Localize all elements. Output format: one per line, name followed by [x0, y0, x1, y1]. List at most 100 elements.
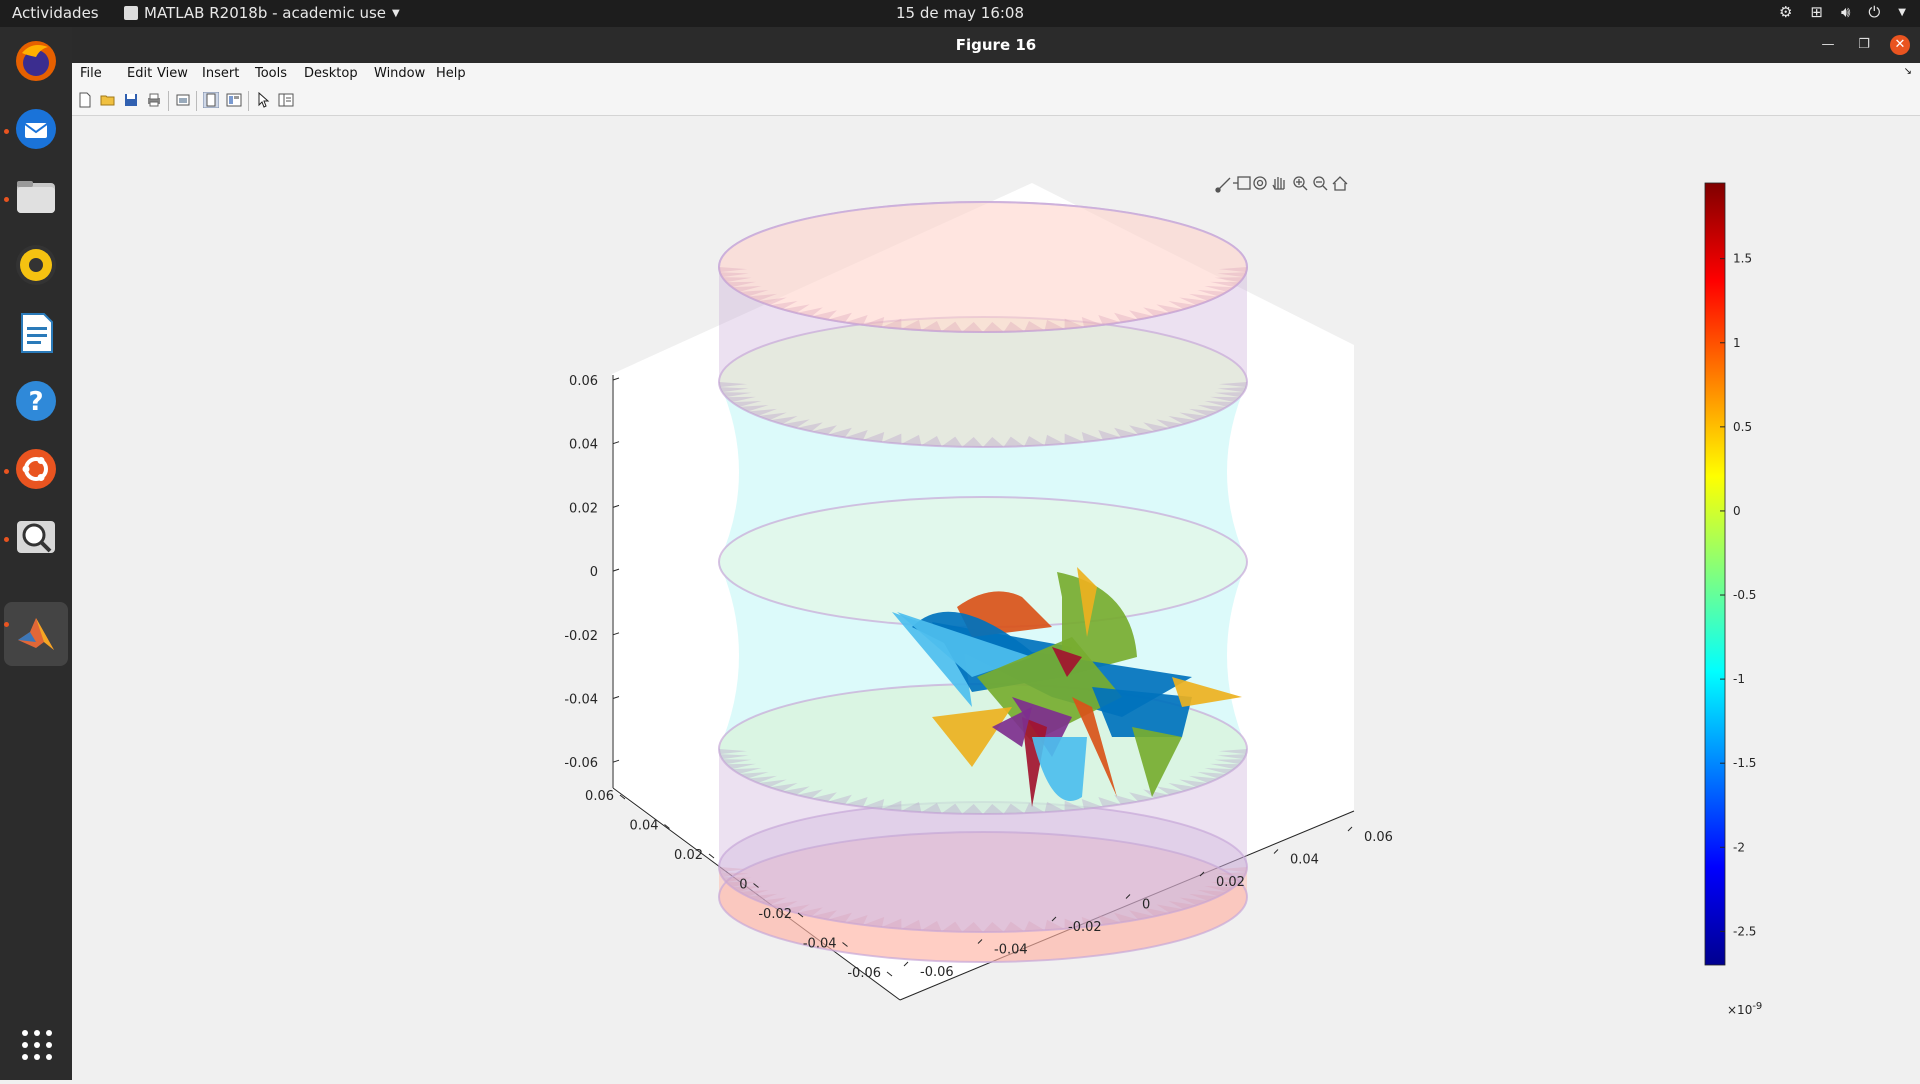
running-indicator — [4, 622, 9, 627]
z-tick-label: -0.02 — [564, 629, 598, 644]
files-icon[interactable] — [12, 173, 60, 221]
zoom-in-icon[interactable] — [1293, 176, 1308, 191]
colorbar-tick-label: 1.5 — [1733, 252, 1752, 266]
power-icon[interactable]: ⏻ — [1868, 3, 1881, 21]
axes-toolbar — [1215, 176, 1348, 193]
x-tick-mark — [842, 942, 848, 947]
firefox-icon[interactable] — [12, 37, 60, 85]
rhythmbox-icon[interactable] — [12, 241, 60, 289]
blade-patch — [992, 707, 1032, 747]
window-title: Figure 16 — [955, 36, 1037, 54]
app-menu[interactable]: MATLAB R2018b - academic use ▼ — [124, 4, 400, 22]
y-tick-label: 0.06 — [1364, 830, 1393, 845]
activities-button[interactable]: Actividades — [12, 4, 99, 22]
colorbar-tick-label: 0 — [1733, 504, 1741, 518]
edit-plot-icon[interactable] — [255, 92, 271, 108]
y-tick-mark — [1051, 916, 1057, 922]
y-tick-mark — [1125, 894, 1131, 899]
figure-canvas[interactable]: 0.06 0.04 0.02 0 -0.02 -0.04 -0.06 0.06 0.04 0.0… — [72, 117, 1920, 1080]
zoom-out-icon[interactable] — [1313, 176, 1328, 191]
print-icon[interactable] — [146, 92, 162, 108]
lower-rim-ring — [718, 801, 1248, 933]
colorbar-tick-label: -0.5 — [1733, 588, 1756, 602]
z-tick-label: -0.06 — [564, 756, 598, 771]
pan-icon[interactable] — [1272, 177, 1285, 190]
x-tick-label: 0.04 — [630, 819, 659, 834]
undock-icon[interactable]: ↘ — [1903, 66, 1912, 77]
help-icon[interactable]: ? — [12, 377, 60, 425]
z-tick-label: 0 — [590, 565, 598, 580]
bottom-outer-ring — [718, 831, 1248, 963]
x-tick-mark — [753, 883, 759, 888]
toolbar-separator — [248, 91, 249, 111]
menu-desktop[interactable]: Desktop — [304, 66, 358, 81]
show-applications-icon[interactable] — [22, 1030, 52, 1060]
z-axis-ticks: 0.06 0.04 0.02 0 -0.02 -0.04 -0.06 — [564, 374, 620, 771]
blade-patch — [1072, 697, 1117, 797]
menu-help[interactable]: Help — [436, 66, 466, 81]
menu-view[interactable]: View — [157, 66, 188, 81]
rotate-3d-icon[interactable] — [1253, 176, 1267, 190]
running-indicator — [4, 129, 9, 134]
running-indicator — [4, 469, 9, 474]
menu-file[interactable]: File — [80, 66, 102, 81]
x-tick-mark — [797, 912, 804, 918]
save-icon[interactable] — [123, 92, 139, 108]
volume-icon[interactable]: 🔊︎ — [1840, 3, 1851, 21]
blade-patch — [1172, 677, 1242, 707]
property-inspector-icon[interactable] — [278, 92, 294, 108]
x-tick-mark — [886, 971, 893, 977]
open-file-icon[interactable] — [100, 92, 116, 108]
close-button[interactable]: ✕ — [1890, 35, 1910, 55]
colorbar-tick-label: 1 — [1733, 336, 1741, 350]
z-tick-mark — [612, 696, 620, 699]
network-icon[interactable]: ⊞ — [1810, 3, 1823, 21]
ubuntu-software-icon[interactable] — [12, 445, 60, 493]
menu-tools[interactable]: Tools — [255, 66, 288, 81]
running-indicator — [4, 537, 9, 542]
surface-layers — [718, 201, 1248, 963]
colorbar-ticks: 1.5 1 0.5 0 -0.5 -1 -1.5 -2 -2.5 — [1720, 252, 1756, 938]
upper-inner-wall — [719, 382, 1247, 627]
menu-insert[interactable]: Insert — [202, 66, 240, 81]
blade-patch — [977, 637, 1122, 742]
link-plot-icon[interactable] — [175, 92, 191, 108]
menu-edit[interactable]: Edit — [127, 66, 153, 81]
show-plot-tools-icon[interactable] — [226, 92, 242, 108]
accessibility-icon[interactable]: ⚙ — [1778, 3, 1793, 21]
top-bar: Actividades MATLAB R2018b - academic use… — [0, 0, 1920, 27]
menu-window[interactable]: Window — [374, 66, 426, 81]
hide-plot-tools-icon[interactable] — [203, 92, 219, 108]
surface-plot[interactable]: 0.06 0.04 0.02 0 -0.02 -0.04 -0.06 0.06 0.04 0.0… — [72, 117, 1920, 1080]
x-tick-label: 0.06 — [585, 789, 614, 804]
x-axis-ticks: 0.06 0.04 0.02 0 -0.02 -0.04 -0.06 — [585, 789, 893, 981]
y-tick-label: -0.04 — [994, 943, 1028, 958]
clock: 15 de may 16:08 — [0, 4, 1920, 22]
system-tray[interactable]: ⚙ ⊞ 🔊︎ ⏻ ▼ — [1779, 3, 1906, 21]
restore-view-icon[interactable] — [1332, 176, 1348, 191]
z-tick-label: 0.04 — [569, 438, 598, 453]
maximize-button[interactable]: ❐ — [1858, 37, 1870, 52]
image-viewer-icon[interactable] — [12, 513, 60, 561]
brush-icon[interactable] — [1215, 177, 1231, 193]
thunderbird-icon[interactable] — [12, 105, 60, 153]
chevron-down-icon[interactable]: ▼ — [1898, 6, 1906, 18]
z-tick-mark — [612, 632, 620, 636]
window-titlebar[interactable]: Figure 16 — ❐ ✕ — [72, 27, 1920, 63]
z-tick-mark — [612, 441, 620, 445]
y-tick-mark — [977, 939, 983, 944]
colorbar-tick-label: 0.5 — [1733, 420, 1752, 434]
new-figure-icon[interactable] — [77, 92, 93, 108]
z-tick-label: 0.06 — [569, 374, 598, 389]
matlab-icon[interactable] — [12, 610, 60, 658]
clock-label[interactable]: 15 de may 16:08 — [895, 4, 1025, 22]
minimize-button[interactable]: — — [1821, 37, 1835, 52]
x-tick-label: -0.02 — [758, 907, 792, 922]
colorbar-tick-label: -2 — [1733, 840, 1745, 854]
data-tips-icon[interactable] — [1233, 176, 1251, 190]
writer-icon[interactable] — [12, 309, 60, 357]
colorbar-exponent-base: ×10 — [1727, 1003, 1752, 1017]
y-tick-label: 0.02 — [1216, 875, 1245, 890]
colorbar[interactable] — [1704, 182, 1726, 966]
x-tick-label: -0.06 — [847, 966, 881, 981]
